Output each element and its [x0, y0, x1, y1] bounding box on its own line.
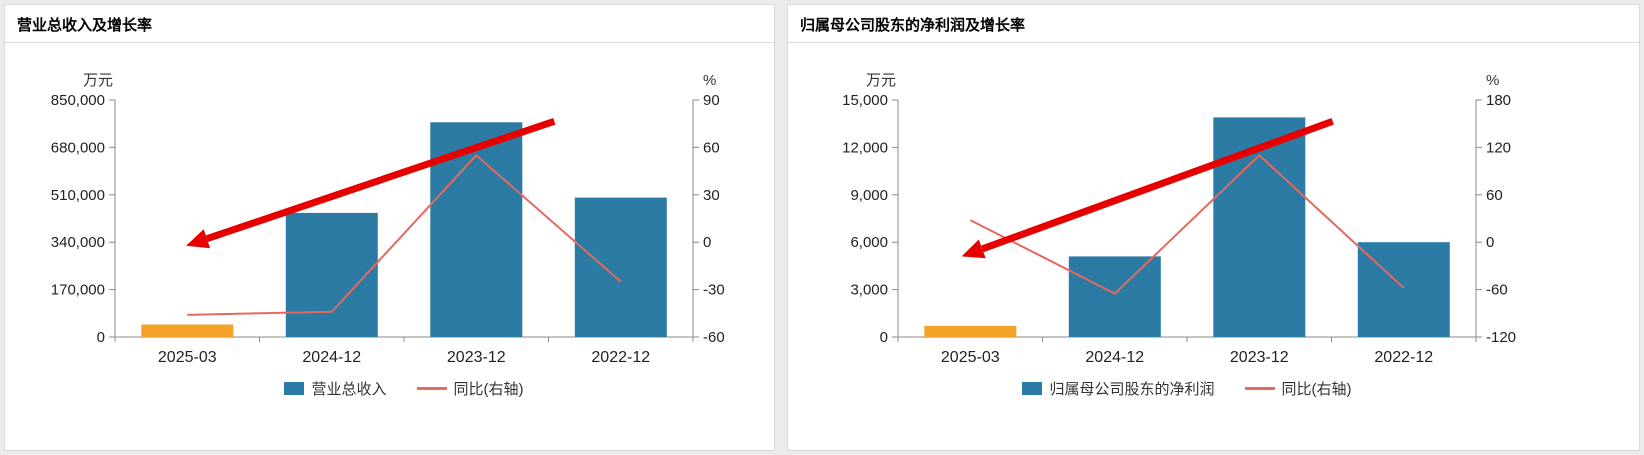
legend-item-net-profit-bars[interactable]: 归属母公司股东的净利润 — [1022, 378, 1215, 399]
svg-text:0: 0 — [703, 234, 711, 251]
svg-text:15,000: 15,000 — [842, 92, 888, 109]
svg-text:170,000: 170,000 — [51, 282, 105, 299]
bar-series-swatch-icon — [284, 381, 305, 395]
legend-item-revenue-bars[interactable]: 营业总收入 — [284, 378, 387, 399]
svg-text:2022-12: 2022-12 — [591, 349, 650, 366]
revenue-bar-line-chart: 万元 % 850,000 90 680,000 60 510,000 30 340,000 0 17… — [51, 72, 725, 366]
svg-text:9,000: 9,000 — [850, 187, 888, 204]
net-profit-chart-legend: 归属母公司股东的净利润 同比(右轴) — [898, 375, 1476, 401]
svg-text:850,000: 850,000 — [51, 92, 105, 109]
svg-text:12,000: 12,000 — [842, 139, 888, 156]
svg-text:2025-03: 2025-03 — [941, 349, 1000, 366]
bar-series-swatch-icon — [1022, 381, 1043, 395]
line-series-swatch-icon — [1244, 386, 1275, 390]
svg-text:0: 0 — [97, 329, 105, 346]
svg-text:0: 0 — [1486, 234, 1494, 251]
svg-text:2024-12: 2024-12 — [1085, 349, 1144, 366]
svg-text:60: 60 — [1486, 187, 1503, 204]
line-series-swatch-icon — [416, 386, 447, 390]
svg-text:2024-12: 2024-12 — [302, 349, 361, 366]
svg-text:90: 90 — [703, 92, 720, 109]
svg-text:180: 180 — [1486, 92, 1511, 109]
svg-text:-120: -120 — [1486, 329, 1516, 346]
revenue-chart-card: 营业总收入及增长率 万元% 850,000 90 680,000 60 510,000 30… — [4, 4, 775, 451]
svg-text:2022-12: 2022-12 — [1374, 349, 1433, 366]
svg-text:-60: -60 — [1486, 282, 1508, 299]
net-profit-chart-card: 归属母公司股东的净利润及增长率 万元% 15,000 180 12,000 120 9,0… — [787, 4, 1640, 451]
svg-text:60: 60 — [703, 139, 720, 156]
net-profit-chart-area: 万元% 15,000 180 12,000 120 9,000 60 6,000 0 3,000 -… — [788, 43, 1639, 401]
legend-bar-label: 营业总收入 — [311, 380, 387, 398]
revenue-chart-area: 万元% 850,000 90 680,000 60 510,000 30 340,000 0 17… — [5, 43, 774, 401]
revenue-chart-legend: 营业总收入 同比(右轴) — [115, 375, 693, 401]
svg-text:2025-03: 2025-03 — [158, 349, 217, 366]
net-profit-chart-title: 归属母公司股东的净利润及增长率 — [788, 5, 1639, 43]
svg-text:-30: -30 — [703, 282, 725, 299]
svg-text:万元: 万元 — [83, 72, 113, 89]
svg-text:510,000: 510,000 — [51, 187, 105, 204]
svg-text:2023-12: 2023-12 — [1230, 349, 1289, 366]
revenue-chart-title: 营业总收入及增长率 — [5, 5, 774, 43]
legend-item-yoy-line[interactable]: 同比(右轴) — [416, 378, 524, 399]
svg-text:120: 120 — [1486, 139, 1511, 156]
svg-text:万元: 万元 — [866, 72, 896, 89]
svg-text:340,000: 340,000 — [51, 234, 105, 251]
svg-text:2023-12: 2023-12 — [447, 349, 506, 366]
net-profit-bar-line-chart: 万元 % 15,000 180 12,000 120 9,000 60 6,000 0 3,000 -… — [842, 72, 1516, 366]
svg-text:%: % — [703, 72, 716, 89]
legend-item-yoy-line[interactable]: 同比(右轴) — [1244, 378, 1352, 399]
legend-line-label: 同比(右轴) — [1281, 380, 1352, 398]
svg-text:30: 30 — [703, 187, 720, 204]
svg-text:6,000: 6,000 — [850, 234, 888, 251]
legend-line-label: 同比(右轴) — [453, 380, 524, 398]
svg-text:-60: -60 — [703, 329, 725, 346]
svg-text:3,000: 3,000 — [850, 282, 888, 299]
svg-text:%: % — [1486, 72, 1499, 89]
svg-text:680,000: 680,000 — [51, 139, 105, 156]
svg-text:0: 0 — [880, 329, 888, 346]
legend-bar-label: 归属母公司股东的净利润 — [1049, 380, 1215, 398]
